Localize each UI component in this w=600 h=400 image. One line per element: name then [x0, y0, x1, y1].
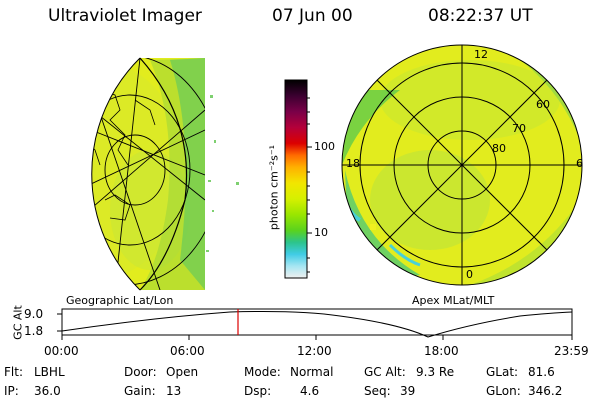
- instrument-title: Ultraviolet Imager: [48, 6, 202, 26]
- gain-value: 13: [166, 384, 182, 398]
- altitude-ytick-bottom: 1.8: [24, 324, 44, 338]
- glon-value: 346.2: [528, 384, 563, 398]
- mode-label: Mode:: [244, 365, 281, 379]
- glat-label: GLat:: [486, 365, 519, 379]
- mlat-label-60: 60: [536, 98, 550, 111]
- mode-value: Normal: [290, 365, 334, 379]
- mlat-label-80: 80: [492, 142, 506, 155]
- observation-time: 08:22:37 UT: [428, 6, 533, 26]
- dsp-value: 4.6: [300, 384, 320, 398]
- colorbar-tick-10: 10: [314, 226, 328, 239]
- altitude-ytick-top: 9.0: [24, 307, 44, 321]
- altitude-xtick-0600: 06:00: [170, 344, 205, 358]
- altitude-xtick-0000: 00:00: [44, 344, 79, 358]
- colorbar-tick-100: 100: [314, 140, 335, 153]
- glon-label: GLon:: [486, 384, 521, 398]
- altitude-xtick-1800: 18:00: [424, 344, 459, 358]
- mlt-label-0: 0: [466, 268, 473, 281]
- ip-value: 36.0: [34, 384, 61, 398]
- gc-alt-label: GC Alt:: [364, 365, 406, 379]
- altitude-xtick-1200: 12:00: [297, 344, 332, 358]
- dsp-label: Dsp:: [244, 384, 272, 398]
- altitude-ylabel: GC Alt: [11, 305, 25, 340]
- seq-value: 39: [400, 384, 416, 398]
- door-value: Open: [166, 365, 199, 379]
- seq-label: Seq:: [364, 384, 391, 398]
- geographic-panel-label: Geographic Lat/Lon: [66, 294, 174, 307]
- filter-label: Flt:: [4, 365, 23, 379]
- gc-alt-value: 9.3 Re: [416, 365, 455, 379]
- glat-value: 81.6: [528, 365, 555, 379]
- mlt-label-6: 6: [576, 157, 583, 170]
- filter-value: LBHL: [34, 365, 65, 379]
- door-label: Door:: [124, 365, 157, 379]
- mlat-label-70: 70: [512, 122, 526, 135]
- mlt-label-12: 12: [474, 48, 488, 61]
- altitude-xtick-2359: 23:59: [554, 344, 589, 358]
- observation-date: 07 Jun 00: [272, 6, 353, 26]
- ip-label: IP:: [4, 384, 19, 398]
- gain-label: Gain:: [124, 384, 156, 398]
- mlt-label-18: 18: [346, 157, 360, 170]
- colorbar-unit-label: photon cm⁻²s⁻¹: [267, 144, 281, 231]
- polar-panel-label: Apex MLat/MLT: [412, 294, 495, 307]
